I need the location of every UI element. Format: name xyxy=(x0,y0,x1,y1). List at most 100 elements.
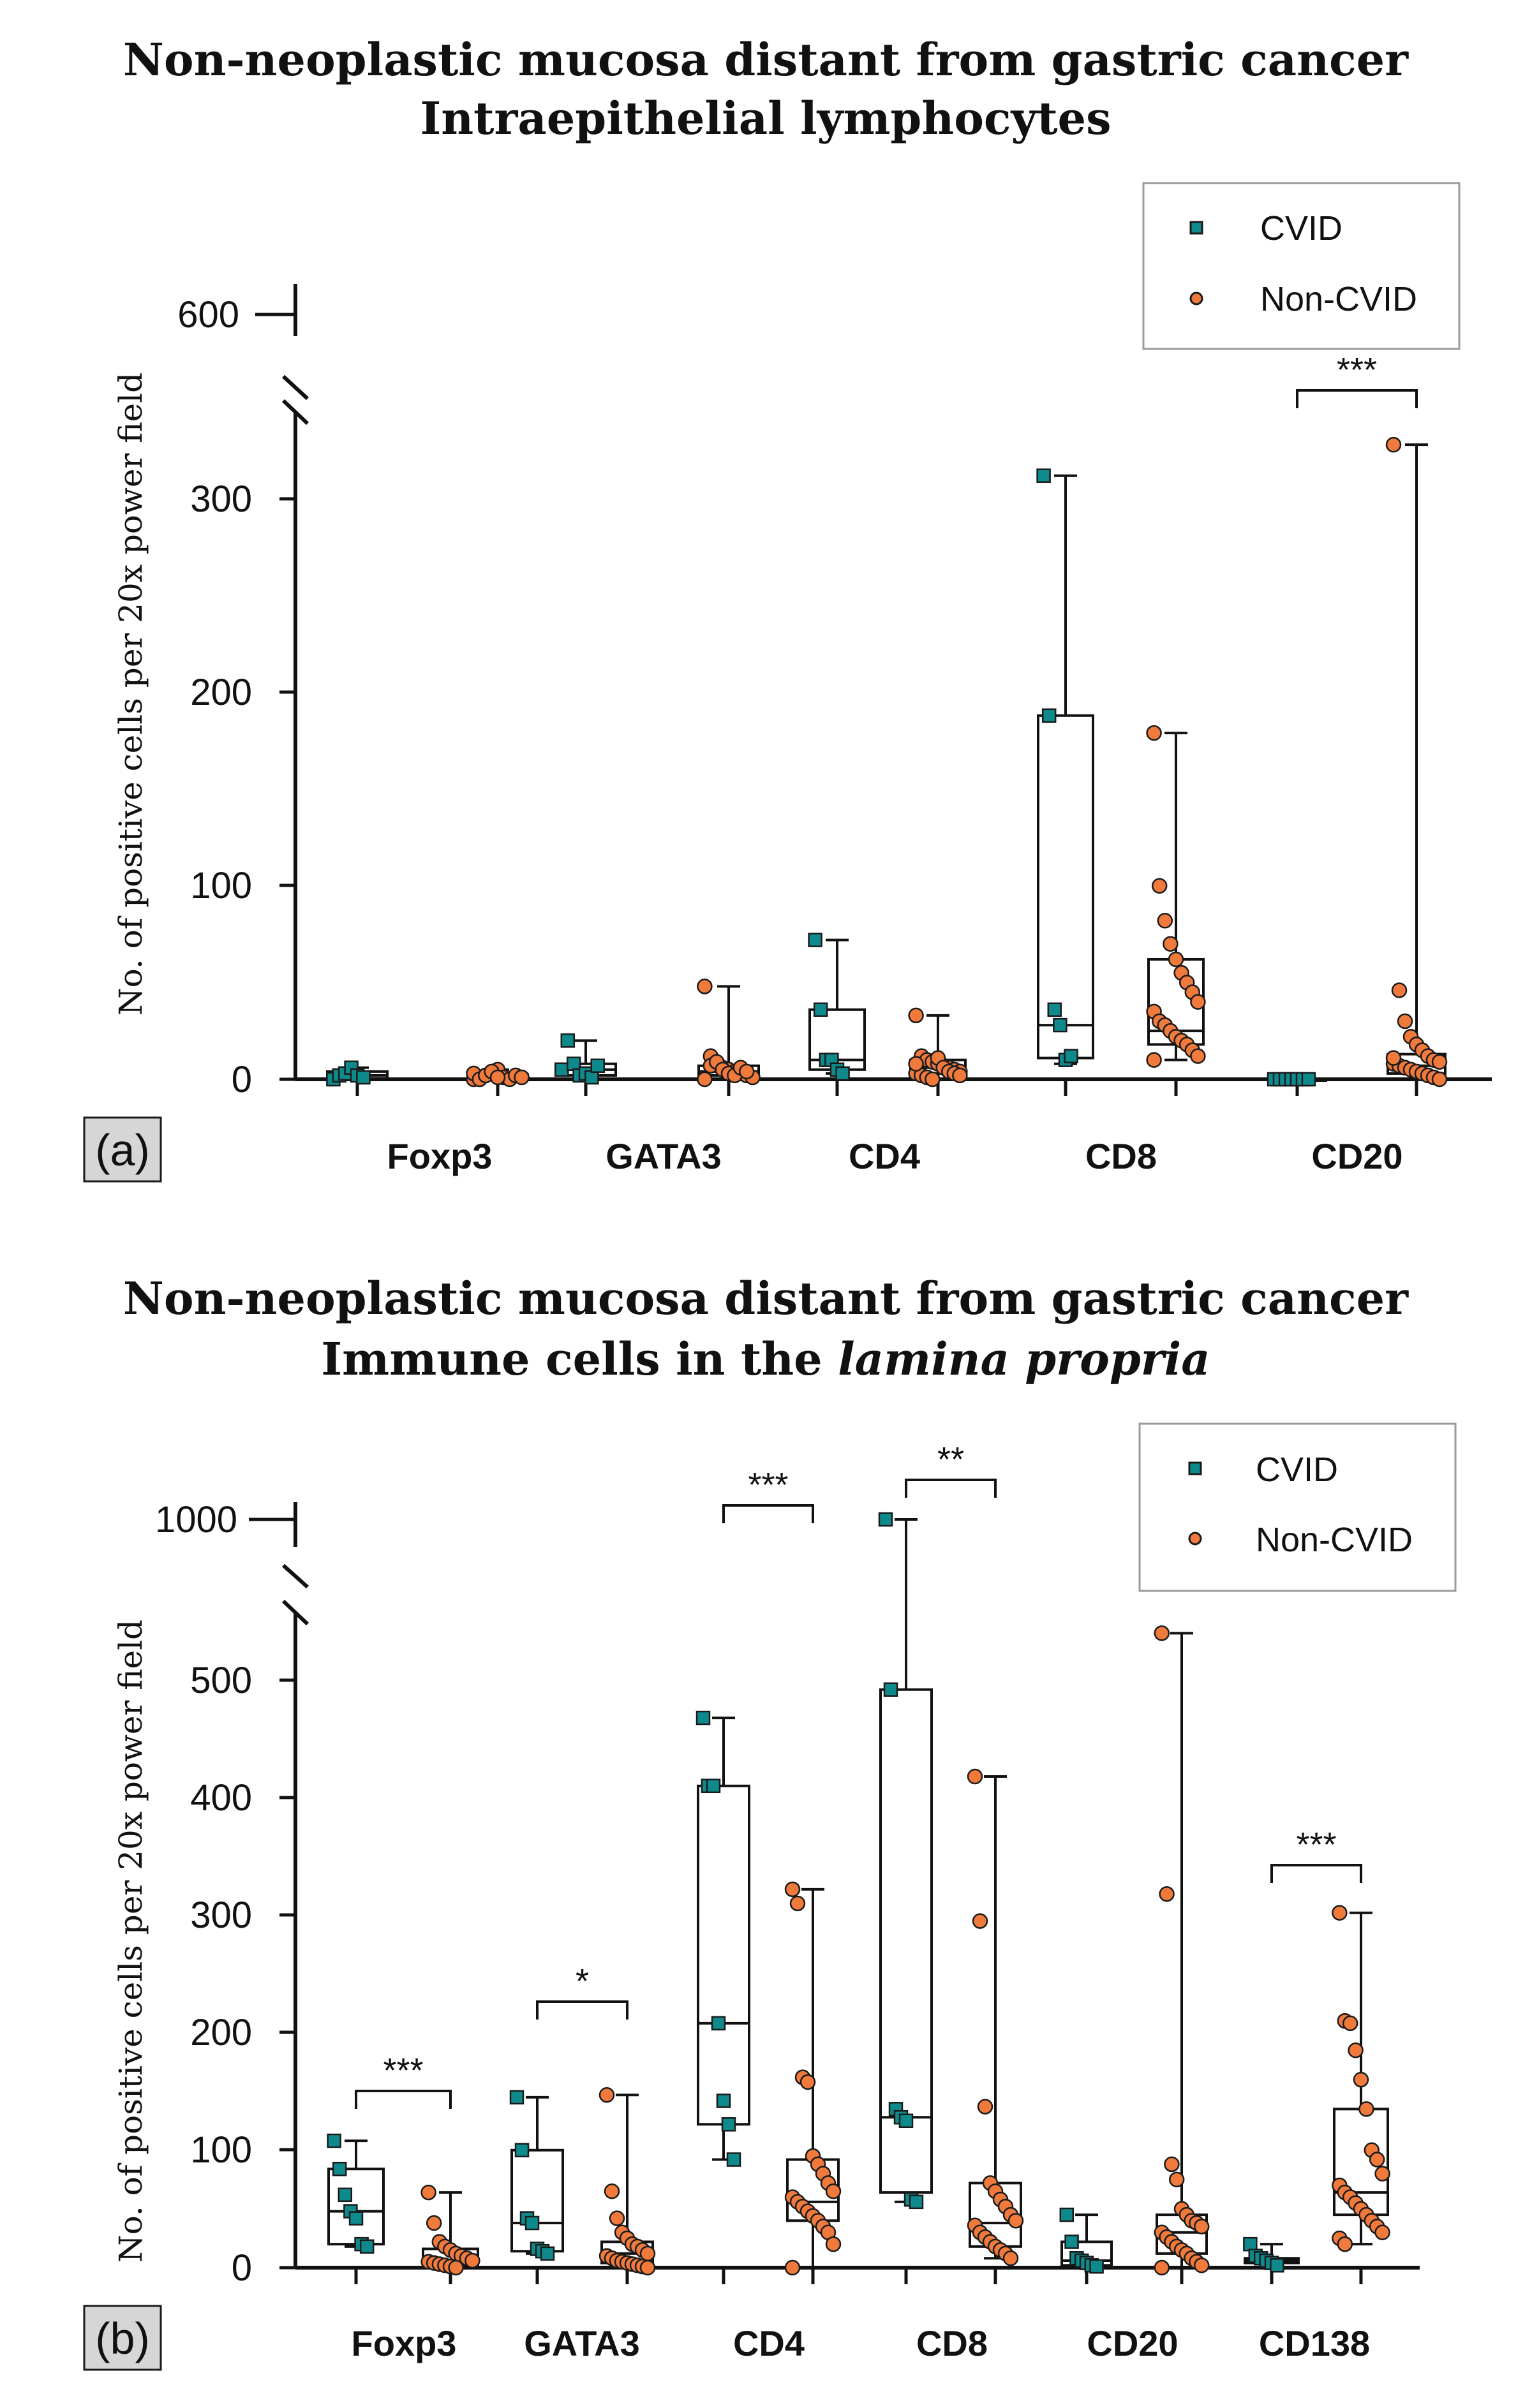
panel-b-noncvid-data-point xyxy=(1154,1625,1170,1641)
panel-a-xlabel-cd20: CD20 xyxy=(1311,1136,1402,1176)
panel-a-cvid-data-point xyxy=(813,1002,828,1017)
panel-b-cvid-data-point xyxy=(359,2239,375,2254)
panel-b-cvid-data-point xyxy=(695,1710,711,1725)
panel-a-noncvid-data-point xyxy=(952,1067,968,1084)
panel-b-legend: CVID Non-CVID xyxy=(1138,1422,1457,1592)
panel-b-noncvid-data-point xyxy=(1159,1886,1175,1902)
legend-cvid-label: CVID xyxy=(1260,209,1342,247)
panel-a-noncvid-data-point xyxy=(1163,936,1179,952)
panel-b-cvid-data-point xyxy=(883,1682,898,1697)
panel-b-significance-label: *** xyxy=(383,2051,423,2090)
panel-a-noncvid-data-point xyxy=(489,1069,506,1086)
panel-b-subtitle: Immune cells in the lamina propria xyxy=(321,1333,1210,1385)
legend-cvid-label: CVID xyxy=(1256,1451,1338,1489)
panel-a-noncvid-data-point xyxy=(1397,1013,1413,1030)
panel-b-noncvid-data-point xyxy=(825,2183,842,2199)
panel-b-ytick-label-100: 100 xyxy=(190,2129,252,2171)
panel-b-noncvid-data-point xyxy=(1348,2042,1364,2058)
panel-a-y-axis-label: No. of positive cells per 20x power fiel… xyxy=(112,373,149,1016)
panel-a-noncvid-data-point xyxy=(1385,1050,1402,1066)
panel-a-cvid-data-point xyxy=(554,1062,569,1077)
panel-b-ytick-label-500: 500 xyxy=(190,1660,252,1701)
panel-a-cvid-data-point xyxy=(1064,1049,1078,1063)
panel-b-xlabel-cd4: CD4 xyxy=(733,2323,805,2363)
panel-b-cvid-data-point xyxy=(711,2016,726,2031)
panel-b-noncvid-data-point xyxy=(426,2215,442,2231)
panel-a-cvid-data-point xyxy=(1041,708,1057,723)
panel-b-noncvid-data-point xyxy=(599,2087,615,2103)
panel-a-legend: CVID Non-CVID xyxy=(1142,182,1461,350)
panel-a-cvid-data-point xyxy=(1036,468,1051,483)
panel-b-cvid-data-point xyxy=(524,2215,540,2231)
panel-a-cvid-data-point xyxy=(808,933,822,947)
panel-a-noncvid-data-point xyxy=(1168,951,1184,968)
panel-b-cvid-box xyxy=(697,1784,750,2126)
panel-a-cvid-data-point xyxy=(1053,1017,1067,1033)
panel-a-significance-cd20: *** xyxy=(1296,351,1418,408)
panel-b-noncvid-data-point xyxy=(420,2184,436,2201)
panel-b-cvid-data-point xyxy=(706,1778,721,1794)
panel-b-noncvid-data-point xyxy=(1374,2224,1390,2240)
panel-a-noncvid-data-point xyxy=(1431,1071,1448,1088)
panel-b-xlabel-cd20: CD20 xyxy=(1087,2323,1178,2363)
panel-b-noncvid-data-point xyxy=(967,1768,983,1785)
panel-a-noncvid-data-point xyxy=(1431,1054,1448,1070)
panel-b-noncvid-data-point xyxy=(1168,2171,1185,2188)
legend-noncvid-circle-marker xyxy=(1189,292,1203,306)
panel-b-group-cd20 xyxy=(1059,1625,1210,2284)
panel-a-group-cd20 xyxy=(1267,436,1448,1096)
panel-a-xlabel-cd4: CD4 xyxy=(849,1136,920,1176)
panel-b-significance-bracket xyxy=(536,2000,628,2020)
panel-b-x-labels: Foxp3 GATA3 CD4 CD8 CD20 CD138 xyxy=(352,2323,1371,2363)
panel-b-group-cd138 xyxy=(1243,1905,1390,2284)
panel-b-noncvid-data-point xyxy=(977,2099,993,2115)
panel-a-subtitle: Intraepithelial lymphocytes xyxy=(420,92,1112,145)
panel-b-cvid-data-point xyxy=(909,2194,924,2210)
panel-b-label-bg xyxy=(83,2305,162,2371)
panel-b-label-text: (b) xyxy=(95,2314,150,2363)
panel-b-break-mark-top xyxy=(281,1563,309,1589)
panel-b-cvid-data-point xyxy=(514,2143,530,2158)
panel-b-noncvid-data-point xyxy=(1337,2236,1353,2252)
panel-b-xlabel-foxp3: Foxp3 xyxy=(352,2323,457,2363)
panel-a-plot-area: *** xyxy=(326,351,1448,1096)
panel-a-x-labels: Foxp3 GATA3 CD4 CD8 CD20 xyxy=(387,1136,1403,1176)
panel-a-ytick-label-100: 100 xyxy=(190,865,252,906)
panel-a-ytick-label-200: 200 xyxy=(190,672,252,713)
panel-a-xlabel-gata3: GATA3 xyxy=(606,1136,721,1176)
panel-a-noncvid-data-point xyxy=(908,1056,924,1072)
panel-b-noncvid-data-point xyxy=(639,2245,656,2262)
panel-a-group-gata3 xyxy=(554,979,761,1096)
panel-a-noncvid-data-point xyxy=(1190,994,1206,1010)
panel-b-significance-bracket xyxy=(722,1504,814,1523)
panel-a-cvid-data-point xyxy=(590,1058,606,1074)
panel-b-significance-bracket xyxy=(905,1479,997,1498)
panel-b-cvid-data-point xyxy=(898,2113,914,2128)
panel-b-cvid-data-point xyxy=(338,2187,353,2203)
panel-b-noncvid-data-point xyxy=(1164,2156,1180,2173)
panel-a-significance-bracket xyxy=(1296,389,1418,408)
panel-b-ytick-label-200: 200 xyxy=(190,2012,252,2053)
panel-b-noncvid-data-point xyxy=(972,1913,988,1929)
panel-a-title: Non-neoplastic mucosa distant from gastr… xyxy=(123,33,1409,86)
panel-a-noncvid-data-point xyxy=(1151,878,1168,894)
panel-b-plot-area: ************ xyxy=(327,1440,1390,2284)
panel-b-noncvid-data-point xyxy=(1193,2219,1210,2234)
panel-b-subtitle-italic: lamina propria xyxy=(838,1333,1210,1385)
panel-a-xlabel-foxp3: Foxp3 xyxy=(387,1136,493,1176)
panel-b-cvid-data-point xyxy=(1270,2258,1284,2273)
panel-b-cvid-data-point xyxy=(1064,2234,1079,2249)
panel-a-significance-label: *** xyxy=(1337,351,1377,389)
panel-a-ytick-label-0: 0 xyxy=(232,1059,252,1100)
panel-a-noncvid-data-point xyxy=(697,1071,713,1088)
panel-a-noncvid-data-point xyxy=(1385,436,1402,453)
panel-b-noncvid-data-point xyxy=(1193,2257,1210,2273)
panel-a-xlabel-cd8: CD8 xyxy=(1085,1136,1157,1176)
panel-b-cvid-data-point xyxy=(878,1512,893,1527)
panel-b-noncvid-data-point xyxy=(609,2210,625,2226)
panel-b-significance-label: *** xyxy=(748,1466,788,1504)
panel-b-noncvid-data-point xyxy=(1008,2213,1024,2229)
panel-b-cvid-data-point xyxy=(726,2152,741,2167)
panel-b-noncvid-data-point xyxy=(639,2259,656,2276)
panel-b-noncvid-data-point xyxy=(1332,1905,1348,1921)
